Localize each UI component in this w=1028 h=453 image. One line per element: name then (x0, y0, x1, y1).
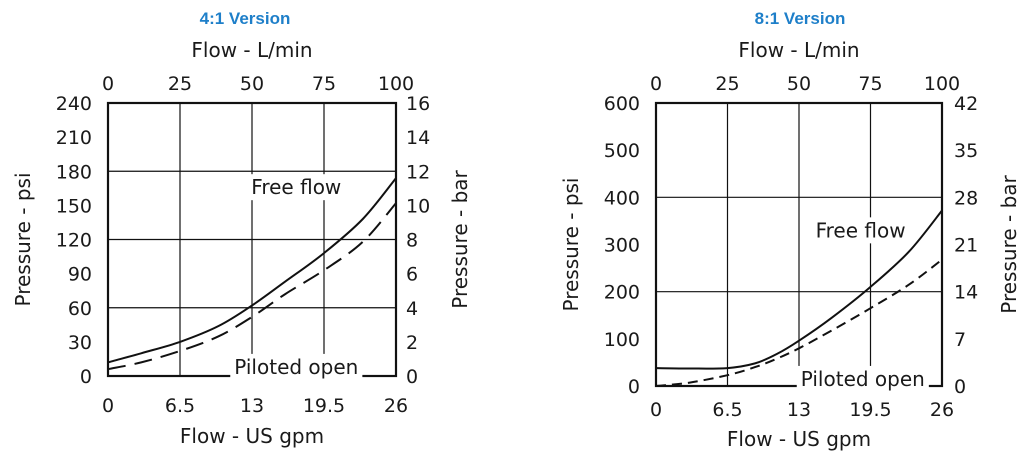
y2-tick-label: 12 (406, 161, 430, 183)
y-tick-label: 240 (56, 93, 92, 115)
x2-tick-label: 25 (168, 73, 192, 95)
x-tick-label: 6.5 (712, 399, 742, 421)
y2-tick-label: 28 (954, 187, 978, 209)
x-tick-label: 26 (930, 399, 954, 421)
x-tick-label: 0 (650, 399, 662, 421)
x2-axis-label: Flow - L/min (191, 38, 312, 62)
annotation-background (811, 217, 910, 244)
x-axis-label: Flow - US gpm (727, 427, 871, 451)
y-tick-label: 500 (604, 140, 640, 162)
y-tick-label: 600 (604, 93, 640, 115)
chart-title: 8:1 Version (755, 9, 846, 28)
x2-axis-label: Flow - L/min (738, 38, 859, 62)
x2-tick-label: 75 (858, 73, 882, 95)
y2-axis-label: Pressure - bar (997, 174, 1021, 313)
x-tick-label: 6.5 (165, 395, 195, 417)
y2-tick-label: 4 (406, 298, 418, 320)
y2-tick-label: 7 (954, 329, 966, 351)
y2-tick-label: 14 (406, 127, 430, 149)
y2-tick-label: 16 (406, 93, 430, 115)
x-tick-label: 19.5 (849, 399, 891, 421)
y2-axis-label: Pressure - bar (448, 169, 472, 308)
y-tick-label: 30 (68, 332, 92, 354)
x2-tick-label: 25 (715, 73, 739, 95)
y-tick-label: 100 (604, 329, 640, 351)
annotation-background (230, 353, 363, 380)
annotation-label: Piloted open (801, 367, 925, 391)
free-flow-curve (655, 209, 943, 370)
y-tick-label: 200 (604, 282, 640, 304)
piloted-open-curve (655, 258, 943, 387)
y2-tick-label: 14 (954, 282, 978, 304)
y-tick-label: 60 (68, 298, 92, 320)
y2-tick-label: 8 (406, 230, 418, 252)
y2-tick-label: 21 (954, 235, 978, 257)
y2-tick-label: 2 (406, 332, 418, 354)
annotation-label: Free flow (816, 218, 906, 242)
chart-title: 4:1 Version (200, 9, 291, 28)
y-axis-label: Pressure - psi (11, 172, 35, 306)
y-tick-label: 400 (604, 187, 640, 209)
x2-tick-label: 75 (312, 73, 336, 95)
free-flow-curve (107, 177, 397, 364)
annotation-label: Free flow (251, 175, 341, 199)
y2-tick-label: 0 (954, 376, 966, 398)
y-tick-label: 0 (628, 376, 640, 398)
x2-tick-label: 100 (924, 73, 960, 95)
x-axis-label: Flow - US gpm (180, 424, 324, 448)
x-tick-label: 13 (787, 399, 811, 421)
annotation-background (247, 174, 346, 201)
x2-tick-label: 0 (650, 73, 662, 95)
x2-tick-label: 100 (378, 73, 414, 95)
y-tick-label: 180 (56, 161, 92, 183)
x2-tick-label: 50 (240, 73, 264, 95)
y2-tick-label: 42 (954, 93, 978, 115)
x2-tick-label: 0 (102, 73, 114, 95)
x2-tick-label: 50 (787, 73, 811, 95)
annotation-label: Piloted open (234, 355, 358, 379)
piloted-open-curve (107, 202, 397, 371)
annotation-background (796, 365, 929, 392)
y-tick-label: 90 (68, 264, 92, 286)
y2-tick-label: 0 (406, 366, 418, 388)
x-tick-label: 0 (102, 395, 114, 417)
x-tick-label: 13 (240, 395, 264, 417)
y-tick-label: 150 (56, 195, 92, 217)
y-tick-label: 300 (604, 235, 640, 257)
y-tick-label: 120 (56, 230, 92, 252)
x-tick-label: 26 (384, 395, 408, 417)
y-tick-label: 0 (80, 366, 92, 388)
y2-tick-label: 35 (954, 140, 978, 162)
y2-tick-label: 6 (406, 264, 418, 286)
x-tick-label: 19.5 (303, 395, 345, 417)
y2-tick-label: 10 (406, 195, 430, 217)
y-tick-label: 210 (56, 127, 92, 149)
y-axis-label: Pressure - psi (559, 177, 583, 311)
